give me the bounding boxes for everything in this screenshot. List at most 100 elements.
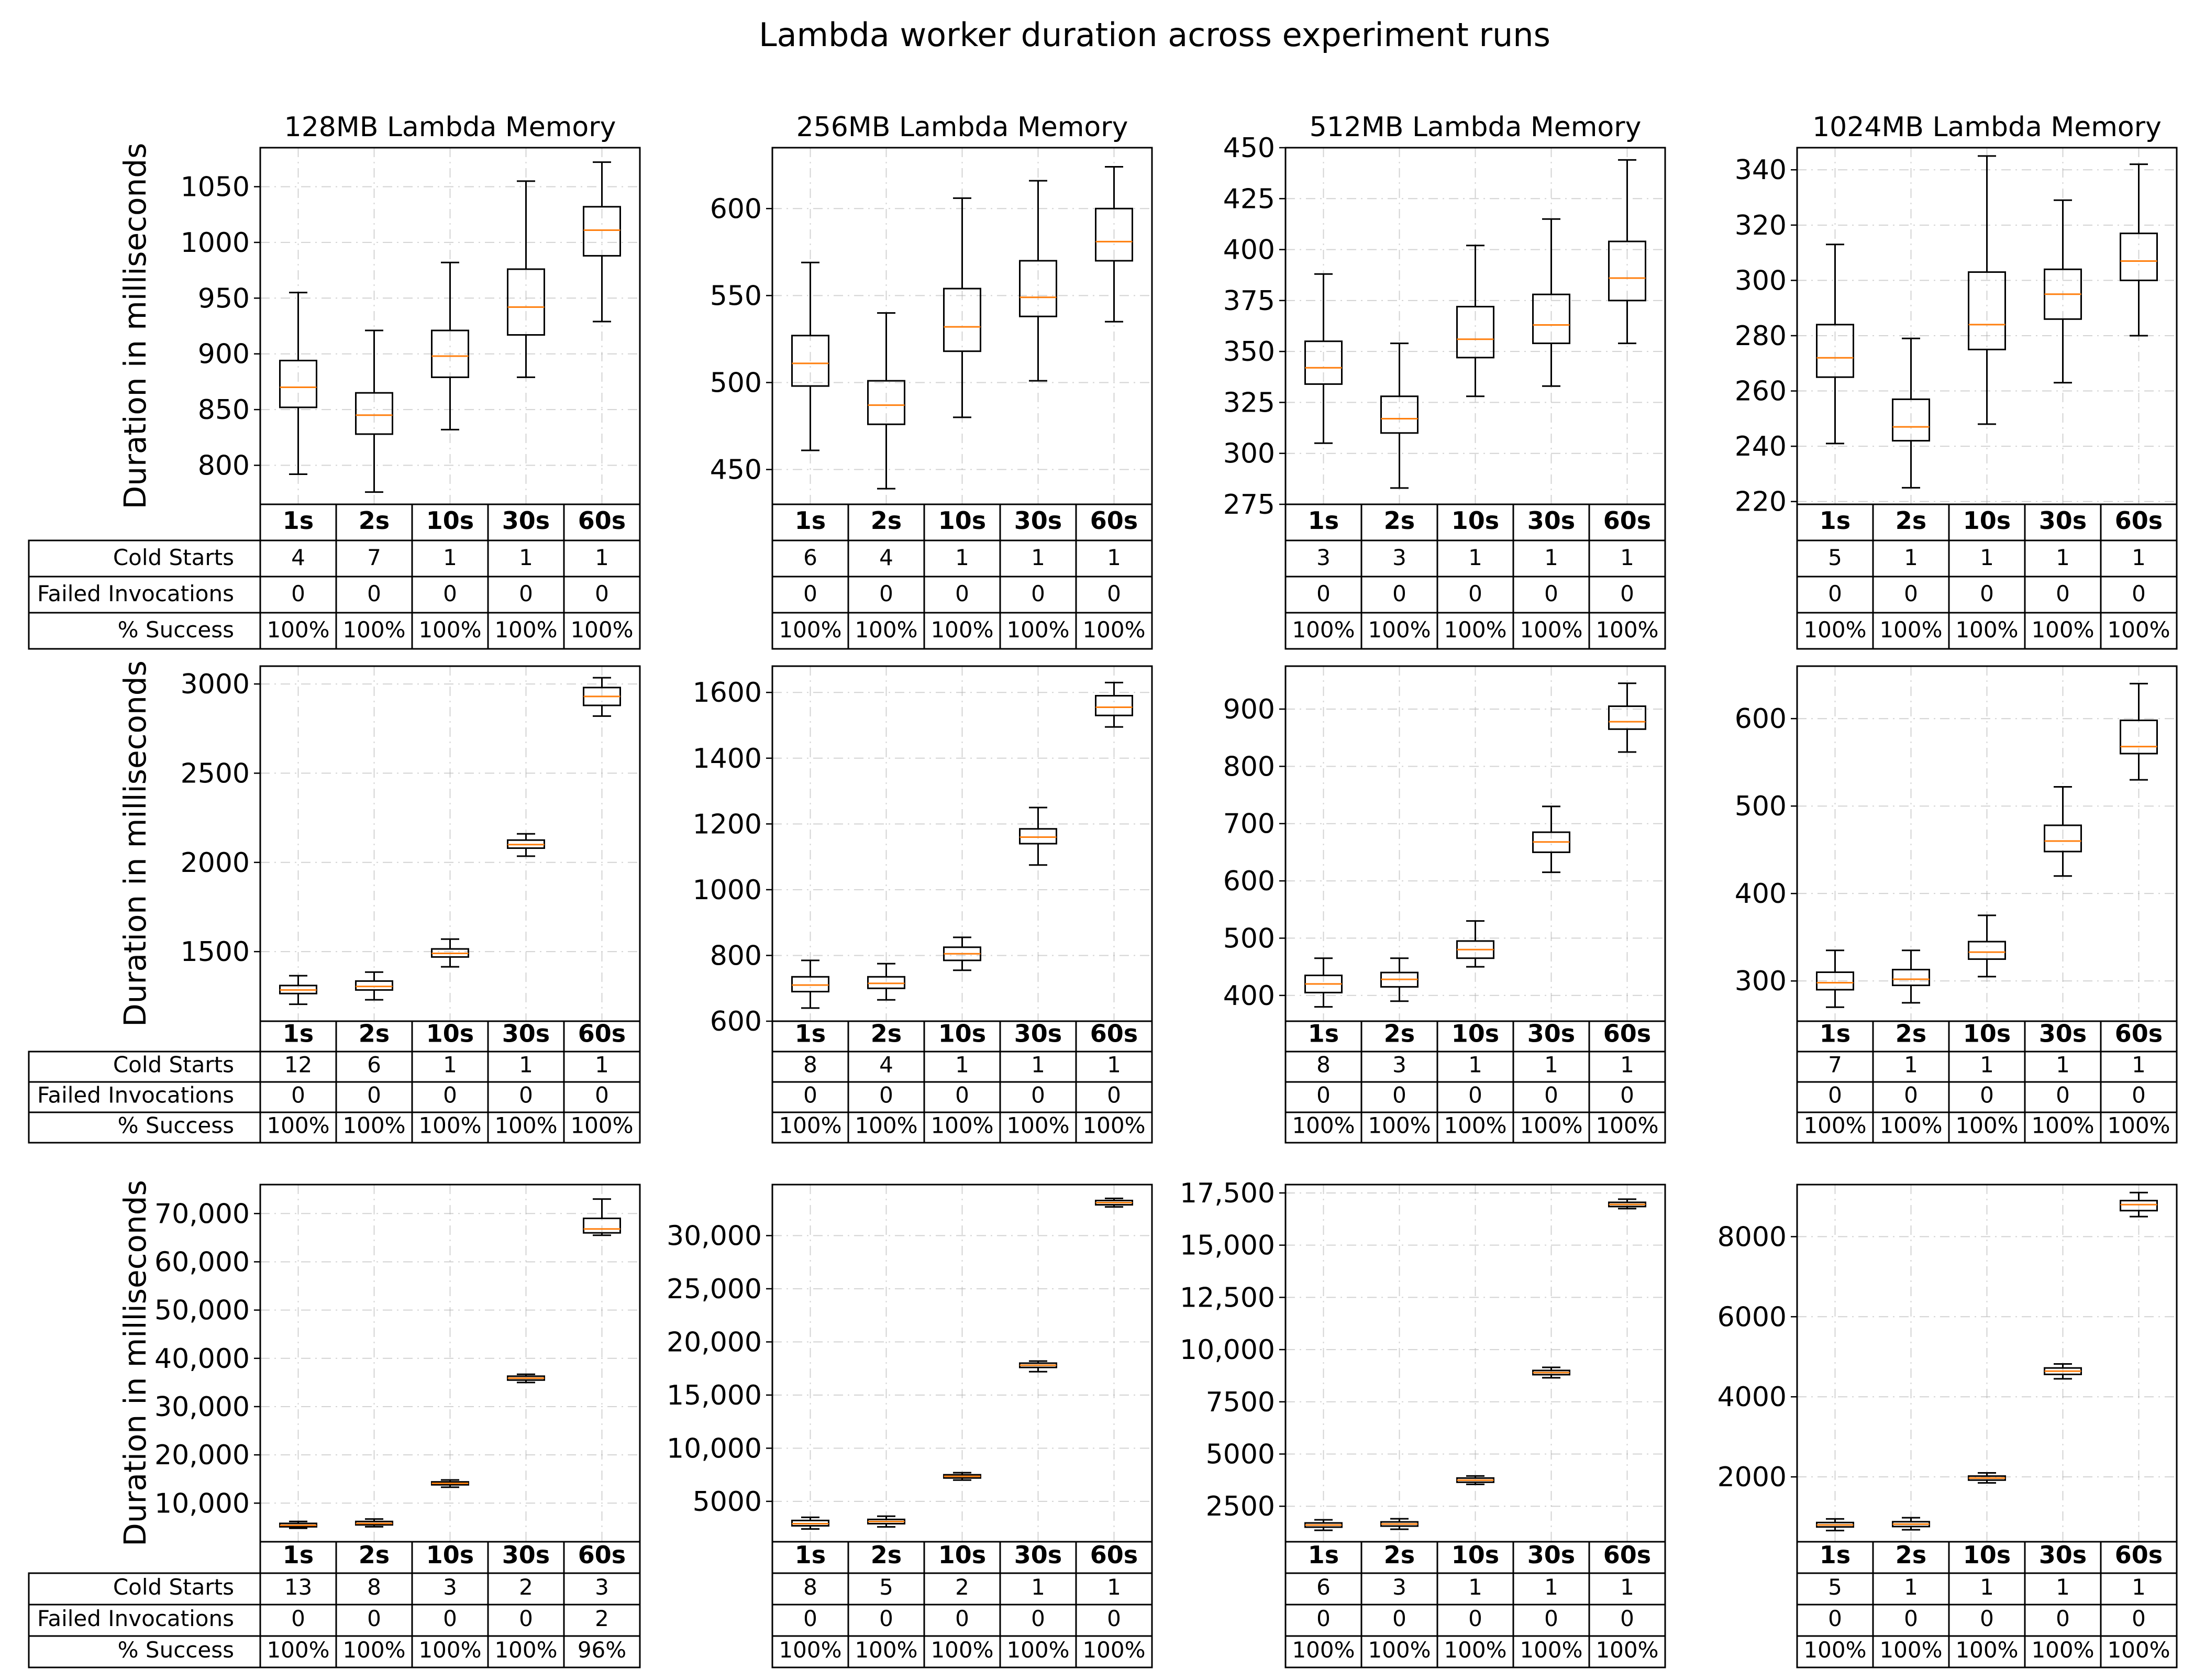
table-cell	[487, 539, 565, 578]
table-cell-value: 3	[595, 1574, 609, 1600]
table-header-cell	[1588, 503, 1666, 541]
table-header-cell	[1075, 503, 1153, 541]
box-60s	[2120, 163, 2158, 337]
table-cell-value: 1	[1107, 545, 1121, 570]
table-cell-value: 0	[1392, 581, 1406, 606]
table-header-cell	[2024, 503, 2102, 541]
figure-title: Lambda worker duration across experiment…	[759, 16, 1550, 54]
box-2s	[867, 1515, 905, 1528]
table-cell	[1588, 539, 1666, 578]
table-cell-value: 1	[443, 545, 457, 570]
table-header-label: 60s	[1603, 1019, 1651, 1047]
table-cell-value: 100%	[1292, 1112, 1355, 1138]
table-cell	[771, 576, 849, 614]
table-cell-value: 1	[1107, 1574, 1121, 1600]
table-cell	[923, 612, 1001, 650]
y-tick-label: 450	[710, 455, 762, 486]
y-tick-label: 900	[198, 339, 250, 370]
table-cell-value: 100%	[855, 1637, 917, 1663]
table-cell-value: 100%	[2031, 1112, 2094, 1138]
table-cell	[771, 1635, 849, 1668]
table-cell-value: 100%	[1368, 1112, 1431, 1138]
table-header-cell	[2100, 1020, 2178, 1053]
table-cell	[771, 1051, 849, 1083]
table-cell-value: 0	[1980, 1082, 1994, 1108]
table-cell	[923, 576, 1001, 614]
table-cell-value: 0	[2056, 1082, 2070, 1108]
table-cell	[1948, 576, 2026, 614]
table-cell	[1948, 539, 2026, 578]
box-2s	[1380, 1518, 1419, 1530]
box-60s	[1608, 682, 1646, 753]
table-cell-value: 96%	[578, 1637, 626, 1663]
table-cell	[411, 1111, 489, 1144]
y-tick-label: 500	[1223, 923, 1275, 954]
iqr-box	[2044, 824, 2082, 853]
subplot-panel: 10,000 20,000 30,000 40,000 50,000 60,000 70,0…	[28, 1180, 641, 1668]
table-cell-value: 0	[1828, 1606, 1842, 1631]
table-cell	[1588, 1604, 1666, 1637]
table-header-cell	[1796, 1541, 1874, 1574]
y-tick-label: 800	[710, 940, 762, 971]
table-header-cell	[335, 1541, 413, 1574]
y-tick-label: 1200	[693, 809, 762, 840]
table-cell-value: 8	[367, 1574, 381, 1600]
iqr-box	[791, 335, 829, 387]
table-header-cell	[1512, 1541, 1590, 1574]
table-cell-value: 0	[1392, 1606, 1406, 1631]
y-tick-label: 1000	[693, 875, 762, 906]
table-cell	[487, 1081, 565, 1113]
table-cell-value: 100%	[855, 1112, 917, 1138]
table-cell-value: 6	[1316, 1574, 1331, 1600]
table-cell-value: 100%	[855, 617, 917, 643]
table-header-label: 1s	[795, 1541, 826, 1569]
table-cell	[335, 1111, 413, 1144]
table-cell	[1948, 1051, 2026, 1083]
table-cell	[2024, 612, 2102, 650]
table-header-label: 10s	[426, 1019, 474, 1047]
table-cell-value: 0	[443, 581, 457, 606]
table-cell-value: 100%	[1444, 1637, 1506, 1663]
table-cell-value: 100%	[494, 1112, 557, 1138]
table-header-cell	[259, 1541, 337, 1574]
iqr-box	[1816, 971, 1854, 991]
table-cell-value: 100%	[930, 1112, 993, 1138]
table-header-label: 1s	[283, 1019, 314, 1047]
y-tick-label: 600	[710, 193, 762, 225]
y-tick-label: 260	[1735, 376, 1787, 407]
box-10s	[943, 1472, 981, 1481]
y-tick-label: 340	[1735, 154, 1787, 186]
table-cell-value: 0	[803, 1606, 817, 1631]
table-cell	[1075, 539, 1153, 578]
table-cell-value: 100%	[1006, 1112, 1069, 1138]
box-2s	[355, 329, 393, 493]
y-tick-label: 70,000	[154, 1198, 250, 1230]
table-header-cell	[1075, 1541, 1153, 1574]
table-cell	[771, 1604, 849, 1637]
table-cell-value: 0	[2132, 581, 2146, 606]
table-header-cell	[1360, 1541, 1438, 1574]
table-cell-value: 1	[955, 1052, 969, 1077]
table-cell	[1075, 1051, 1153, 1083]
table-header-label: 30s	[1014, 1019, 1062, 1047]
table-cell	[2100, 539, 2178, 578]
y-tick-label: 2000	[1717, 1462, 1787, 1493]
table-cell-value: 100%	[1006, 1637, 1069, 1663]
table-header-label: 1s	[795, 506, 826, 535]
table-cell	[259, 576, 337, 614]
table-header-label: 30s	[502, 1541, 550, 1569]
table-header-label: 30s	[1014, 506, 1062, 535]
table-cell	[1360, 1111, 1438, 1144]
table-cell-value: 100%	[267, 617, 329, 643]
y-tick-label: 550	[710, 280, 762, 312]
table-cell	[2100, 1051, 2178, 1083]
table-header-label: 30s	[502, 1019, 550, 1047]
table-header-label: 1s	[795, 1019, 826, 1047]
table-cell-value: 100%	[1292, 1637, 1355, 1663]
table-cell-value: 0	[1544, 1082, 1558, 1108]
box-60s	[583, 1198, 621, 1236]
table-cell	[2100, 1111, 2178, 1144]
table-cell-value: 0	[1828, 1082, 1842, 1108]
table-cell	[563, 1051, 641, 1083]
box-30s	[1532, 218, 1570, 387]
